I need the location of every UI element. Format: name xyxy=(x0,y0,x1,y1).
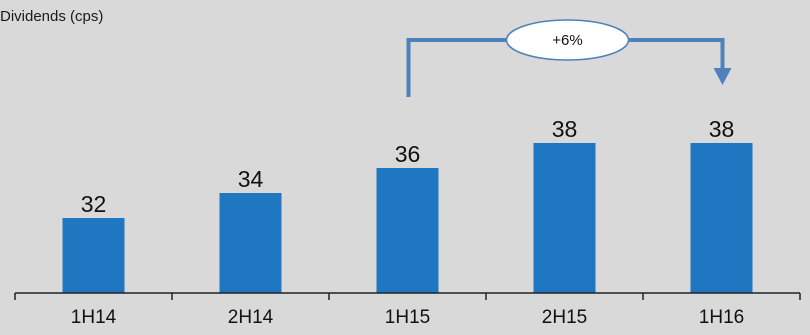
x-tick-label-1H14: 1H14 xyxy=(71,307,117,328)
growth-arrowhead xyxy=(713,68,732,85)
bar-1H15 xyxy=(376,168,439,293)
x-tick-label-2H15: 2H15 xyxy=(542,307,587,328)
growth-label: +6% xyxy=(552,32,582,49)
bar-2H14 xyxy=(219,193,282,293)
growth-bubble xyxy=(505,19,630,61)
bar-2H15 xyxy=(533,143,596,293)
bar-1H16 xyxy=(690,143,753,293)
data-label-1H16: 38 xyxy=(709,116,735,142)
bar-1H14 xyxy=(62,218,125,293)
y-axis-label: Dividends (cps) xyxy=(0,8,104,25)
data-label-1H14: 32 xyxy=(81,191,107,217)
data-label-2H14: 34 xyxy=(238,166,264,192)
data-label-2H15: 38 xyxy=(552,116,578,142)
x-tick-label-1H16: 1H16 xyxy=(699,307,744,328)
x-tick-label-1H15: 1H15 xyxy=(385,307,430,328)
data-label-1H15: 36 xyxy=(395,141,421,167)
x-tick-label-2H14: 2H14 xyxy=(228,307,274,328)
